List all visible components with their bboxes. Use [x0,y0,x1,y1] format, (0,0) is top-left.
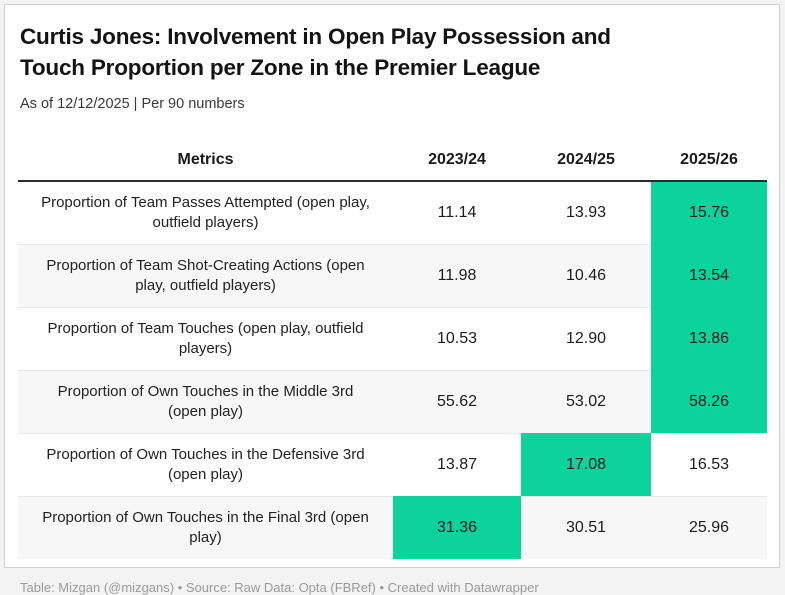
page-title: Curtis Jones: Involvement in Open Play P… [20,21,767,83]
metric-cell: Proportion of Own Touches in the Middle … [18,370,393,434]
table-header-row: Metrics 2023/24 2024/25 2025/26 [18,145,767,183]
table-row: Proportion of Own Touches in the Defensi… [18,433,767,497]
table-body: Proportion of Team Passes Attempted (ope… [18,181,767,560]
value-cell-highlighted: 15.76 [651,181,767,245]
column-header-2024-25: 2024/25 [521,145,651,183]
value-cell: 11.14 [437,204,477,222]
value-cell: 11.98 [393,244,521,308]
value-cell-highlighted: 31.36 [393,496,521,560]
table-row: Proportion of Own Touches in the Final 3… [18,496,767,560]
stats-table: Metrics 2023/24 2024/25 2025/26 Proporti… [18,145,767,560]
metric-cell: Proportion of Team Touches (open play, o… [18,307,393,371]
column-header-metrics: Metrics [18,145,393,183]
value-cell-highlighted: 58.26 [651,370,767,434]
title-line-2: Touch Proportion per Zone in the Premier… [20,55,541,81]
metric-cell: Proportion of Team Passes Attempted (ope… [41,193,370,232]
table-row: Proportion of Team Passes Attempted (ope… [18,181,767,245]
value-cell: 12.90 [521,307,651,371]
value-cell: 13.93 [565,204,607,222]
table-row: Proportion of Own Touches in the Middle … [18,370,767,434]
value-cell: 16.53 [651,433,767,497]
column-header-2025-26: 2025/26 [651,145,767,183]
title-line-1: Curtis Jones: Involvement in Open Play P… [20,24,611,49]
metric-cell: Proportion of Team Shot-Creating Actions… [18,244,393,308]
value-cell: 10.53 [393,307,521,371]
value-cell-highlighted: 13.54 [651,244,767,308]
metric-cell: Proportion of Own Touches in the Defensi… [18,433,393,497]
value-cell: 53.02 [521,370,651,434]
value-cell-highlighted: 17.08 [521,433,651,497]
table-header: Metrics 2023/24 2024/25 2025/26 [18,145,767,183]
attribution-footer: Table: Mizgan (@mizgans) • Source: Raw D… [20,580,539,595]
value-cell: 30.51 [521,496,651,560]
table-row: Proportion of Team Touches (open play, o… [18,307,767,371]
value-cell: 10.46 [521,244,651,308]
chart-card: Curtis Jones: Involvement in Open Play P… [4,4,780,595]
column-header-2023-24: 2023/24 [393,145,521,183]
chart-subtitle: As of 12/12/2025 | Per 90 numbers [20,96,245,113]
value-cell-highlighted: 13.86 [651,307,767,371]
value-cell: 25.96 [651,496,767,560]
value-cell: 13.87 [393,433,521,497]
metric-cell: Proportion of Own Touches in the Final 3… [18,496,393,560]
table-row: Proportion of Team Shot-Creating Actions… [18,244,767,308]
value-cell: 55.62 [393,370,521,434]
